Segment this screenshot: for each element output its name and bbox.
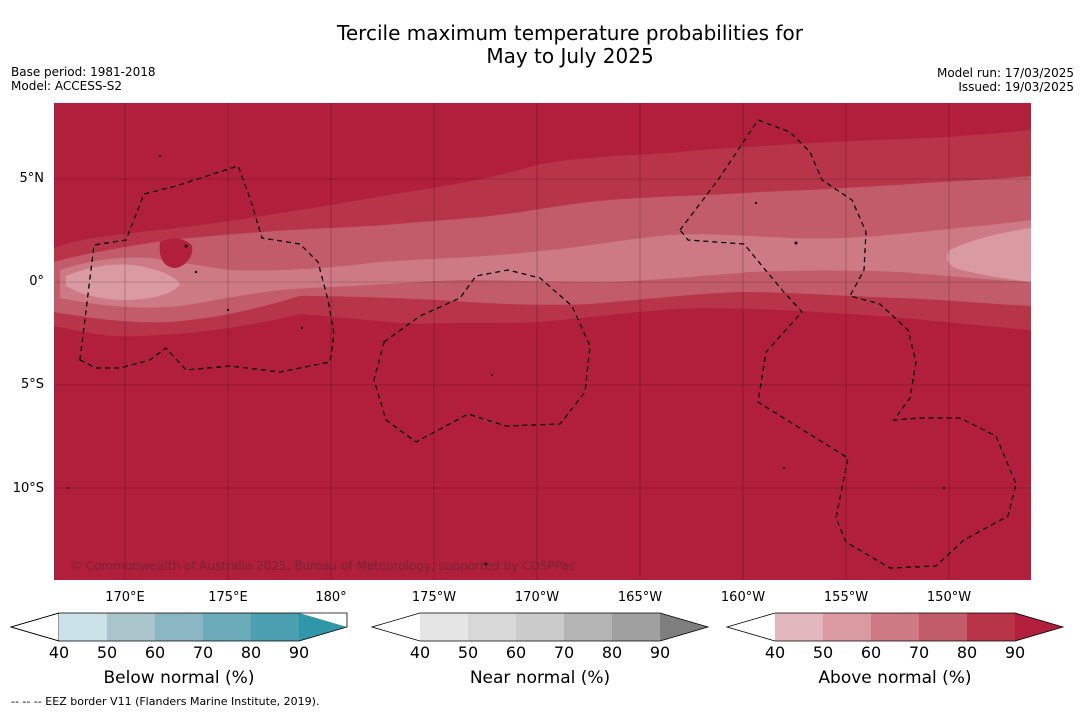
cb-seg-5 (967, 613, 1015, 641)
island (184, 244, 188, 248)
lon-label-180: 180° (315, 590, 347, 605)
cb-seg-0 (10, 612, 60, 642)
island (300, 326, 304, 330)
cb-seg-4 (203, 613, 251, 641)
cb2-tick: 90 (649, 643, 671, 662)
cb-outline (371, 612, 710, 642)
cb1-tick: 40 (48, 643, 70, 662)
cb2-tick: 80 (601, 643, 623, 662)
lat-label-equator: 0° (29, 274, 44, 289)
cb-seg-2 (468, 613, 516, 641)
title-line-2: May to July 2025 (486, 44, 654, 68)
island (782, 466, 786, 470)
cb-seg-6 (299, 613, 347, 641)
lat-label-5s: 5°S (20, 377, 44, 392)
map-field (54, 103, 1031, 580)
lon-label-175e: 175°E (208, 590, 248, 605)
eez-footnote: -- -- -- EEZ border V11 (Flanders Marine… (11, 695, 320, 708)
map-title: Tercile maximum temperature probabilitie… (0, 22, 1085, 68)
copyright-notice: © Commonwealth of Australia 2025, Bureau… (70, 559, 576, 573)
lon-label-150w: 150°W (926, 590, 972, 605)
cb1-tick: 80 (240, 643, 262, 662)
cb1-tick: 70 (192, 643, 214, 662)
island (484, 562, 488, 566)
lon-label-155w: 155°W (823, 590, 869, 605)
cb3-tick: 80 (956, 643, 978, 662)
lon-label-165w: 165°W (617, 590, 663, 605)
colorbar-below-normal (10, 612, 348, 642)
field-50-west (66, 264, 180, 300)
graticule (54, 103, 1031, 580)
eez-border-central (373, 269, 591, 443)
lat-label-10s: 10°S (12, 481, 44, 496)
cb-seg-2 (107, 613, 155, 641)
field-90-patch (159, 238, 193, 268)
island (158, 154, 162, 158)
island (754, 201, 758, 205)
cb1-tick: 60 (144, 643, 166, 662)
lon-label-170w: 170°W (514, 590, 560, 605)
eez-borders (79, 119, 1017, 569)
island (226, 308, 230, 312)
cb3-tick: 60 (860, 643, 882, 662)
cb-seg-1 (775, 613, 823, 641)
model-name: Model: ACCESS-S2 (11, 79, 123, 93)
lat-label-5n: 5°N (19, 171, 45, 186)
cb2-tick: 50 (457, 643, 479, 662)
cb-outline (10, 612, 348, 642)
field-60 (60, 220, 1031, 308)
cb2-tick: 60 (505, 643, 527, 662)
island (491, 374, 493, 376)
meta-left: Base period: 1981-2018 Model: ACCESS-S2 (11, 65, 156, 93)
title-line-1: Tercile maximum temperature probabilitie… (337, 21, 803, 45)
cb-seg-2 (823, 613, 871, 641)
lon-label-175w: 175°W (411, 590, 457, 605)
colorbar-above-normal (726, 612, 1065, 642)
lon-label-170e: 170°E (105, 590, 145, 605)
cb-outline (726, 612, 1065, 642)
cb-seg-4 (564, 613, 612, 641)
eez-border-east (679, 119, 1017, 569)
islands (67, 154, 945, 566)
base-period: Base period: 1981-2018 (11, 65, 156, 79)
island (67, 487, 69, 489)
cb1-tick: 90 (288, 643, 310, 662)
meta-right: Model run: 17/03/2025 Issued: 19/03/2025 (937, 66, 1074, 94)
cb3-tick: 50 (812, 643, 834, 662)
cb2-tick: 70 (553, 643, 575, 662)
cb2-label: Near normal (%) (469, 668, 611, 688)
cb-seg-3 (871, 613, 919, 641)
cb-seg-1 (420, 613, 468, 641)
cb3-tick: 90 (1004, 643, 1026, 662)
cb1-label: Below normal (%) (103, 668, 255, 688)
colorbar-near-normal (371, 612, 710, 642)
cb-seg-5 (612, 613, 660, 641)
cb-seg-1 (59, 613, 107, 641)
cb-seg-3 (516, 613, 564, 641)
cb-seg-0 (727, 613, 775, 641)
field-50-east (946, 228, 1031, 282)
cb-seg-6 (1015, 613, 1063, 641)
cb-seg-3 (155, 613, 203, 641)
cb-seg-0 (372, 613, 420, 641)
cb3-tick: 40 (764, 643, 786, 662)
issued-date: Issued: 19/03/2025 (958, 80, 1074, 94)
cb-seg-5 (251, 613, 299, 641)
cb2-tick: 40 (409, 643, 431, 662)
cb-seg-6 (660, 613, 708, 641)
island (794, 241, 798, 245)
cb-seg-4 (919, 613, 967, 641)
model-run: Model run: 17/03/2025 (936, 66, 1074, 80)
island (194, 270, 198, 274)
cb3-tick: 70 (908, 643, 930, 662)
cb1-tick: 50 (96, 643, 118, 662)
lon-label-160w: 160°W (720, 590, 766, 605)
island (943, 487, 945, 489)
cb3-label: Above normal (%) (818, 668, 972, 688)
eez-border-west (79, 165, 335, 373)
